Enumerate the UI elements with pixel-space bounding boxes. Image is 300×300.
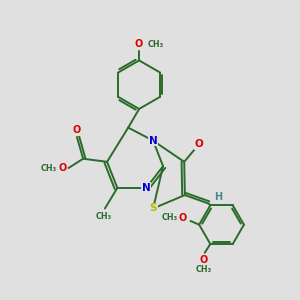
Text: O: O [195, 140, 203, 149]
Text: CH₃: CH₃ [95, 212, 111, 221]
Text: CH₃: CH₃ [161, 213, 178, 222]
Text: O: O [200, 255, 208, 265]
Text: CH₃: CH₃ [195, 265, 212, 274]
Text: N: N [142, 183, 151, 193]
Text: O: O [135, 39, 143, 49]
Text: CH₃: CH₃ [147, 40, 164, 49]
Text: CH₃: CH₃ [41, 164, 57, 172]
Text: N: N [149, 136, 158, 146]
Text: O: O [58, 163, 66, 173]
Text: H: H [214, 192, 222, 202]
Text: O: O [72, 125, 80, 135]
Text: O: O [179, 213, 187, 223]
Text: S: S [149, 203, 157, 214]
